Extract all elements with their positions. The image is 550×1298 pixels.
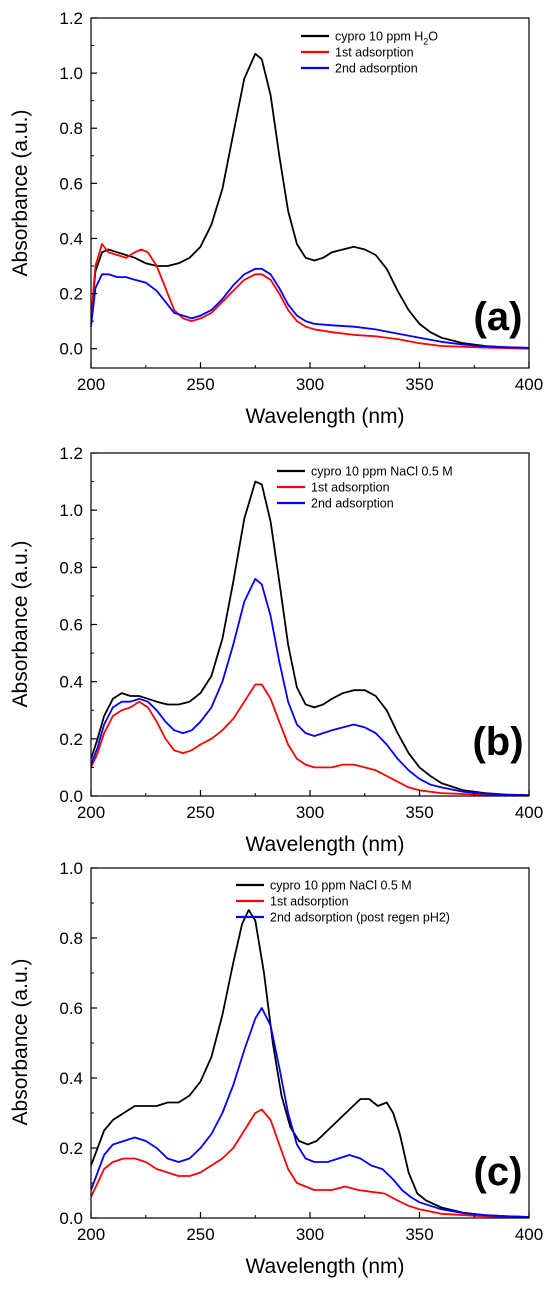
- x-tick-label: 400: [515, 1225, 543, 1244]
- x-tick-label: 300: [296, 375, 324, 394]
- y-tick-label: 1.2: [59, 9, 83, 28]
- x-tick-label: 350: [405, 375, 433, 394]
- x-tick-label: 250: [186, 1225, 214, 1244]
- x-tick-label: 200: [77, 803, 105, 822]
- x-axis-title: Wavelength (nm): [245, 405, 404, 428]
- y-tick-label: 0.4: [59, 1069, 83, 1088]
- legend-label-subscript: 2: [423, 37, 428, 47]
- series-line-1: [91, 52, 529, 349]
- legend-label-1: cypro 10 ppm NaCl 0.5 M: [311, 465, 453, 479]
- y-tick-label: 1.0: [59, 64, 83, 83]
- y-tick-label: 0.8: [59, 558, 83, 577]
- series-line-2: [91, 1108, 529, 1218]
- panel-3: 200 250 300 350 400 0.0 0.2 0.4 0.6 0.8 1.0 Wavelen…: [9, 859, 543, 1278]
- legend: cypro 10 ppm NaCl 0.5 M 1st adsorption 2nd…: [236, 879, 450, 925]
- legend-label-3: 2nd adsorption (post regen pH2): [270, 911, 450, 925]
- y-tick-label: 0.4: [59, 673, 83, 692]
- x-axis-title: Wavelength (nm): [245, 1255, 404, 1278]
- y-axis-title: Absorbance (a.u.): [9, 541, 32, 708]
- x-tick-label: 200: [77, 375, 105, 394]
- series-line-1: [91, 909, 529, 1218]
- y-tick-label: 0.8: [59, 119, 83, 138]
- y-tick-label: 0.6: [59, 999, 83, 1018]
- x-tick-label: 250: [186, 375, 214, 394]
- series-line-2: [91, 683, 529, 796]
- y-tick-label: 0.6: [59, 616, 83, 635]
- y-tick-label: 0.0: [59, 340, 83, 359]
- y-tick-label: 0.2: [59, 1139, 83, 1158]
- y-tick-label: 0.4: [59, 229, 83, 248]
- y-tick-label: 0.2: [59, 730, 83, 749]
- y-tick-label: 0.8: [59, 929, 83, 948]
- legend-label-2: 1st adsorption: [311, 481, 390, 495]
- series-line-2: [91, 243, 529, 350]
- x-tick-label: 350: [405, 803, 433, 822]
- x-tick-label: 300: [296, 803, 324, 822]
- panel-label: (c): [474, 1150, 523, 1194]
- legend-label-1: cypro 10 ppm H2O: [335, 30, 438, 47]
- x-tick-label: 400: [515, 803, 543, 822]
- plot-frame: [90, 452, 530, 797]
- panel-1: 200 250 300 350 400 0.0 0.2 0.4 0.6 0.8 1.0 1.2 Wave…: [9, 9, 543, 428]
- y-tick-label: 0.2: [59, 285, 83, 304]
- y-tick-label: 1.2: [59, 444, 83, 463]
- series-line-3: [91, 267, 529, 349]
- x-tick-label: 350: [405, 1225, 433, 1244]
- x-axis-title: Wavelength (nm): [245, 833, 404, 856]
- series-line-1: [91, 480, 529, 796]
- y-tick-label: 0.0: [59, 787, 83, 806]
- panel-label: (b): [472, 720, 523, 764]
- y-tick-label: 0.0: [59, 1209, 83, 1228]
- panel-2: 200 250 300 350 400 0.0 0.2 0.4 0.6 0.8 1.0 1.2 Wave…: [9, 444, 543, 856]
- x-tick-label: 250: [186, 803, 214, 822]
- series-line-3: [91, 1007, 529, 1218]
- plot-frame: [90, 17, 530, 369]
- legend-label-1: cypro 10 ppm NaCl 0.5 M: [270, 879, 412, 893]
- legend-label-3: 2nd adsorption: [335, 62, 418, 76]
- y-tick-label: 1.0: [59, 859, 83, 878]
- y-tick-label: 0.6: [59, 174, 83, 193]
- legend-label-tail: O: [428, 30, 438, 44]
- legend-label-2: 1st adsorption: [270, 895, 349, 909]
- y-tick-label: 1.0: [59, 501, 83, 520]
- y-axis-title: Absorbance (a.u.): [9, 959, 32, 1126]
- legend-label-main: cypro 10 ppm H: [335, 30, 423, 44]
- x-tick-label: 300: [296, 1225, 324, 1244]
- series-line-3: [91, 577, 529, 796]
- legend-label-2: 1st adsorption: [335, 46, 414, 60]
- legend-label-3: 2nd adsorption: [311, 497, 394, 511]
- x-tick-label: 200: [77, 1225, 105, 1244]
- legend: cypro 10 ppm NaCl 0.5 M 1st adsorption 2nd…: [277, 465, 453, 511]
- y-axis-title: Absorbance (a.u.): [9, 110, 32, 277]
- x-tick-label: 400: [515, 375, 543, 394]
- panel-label: (a): [474, 295, 523, 339]
